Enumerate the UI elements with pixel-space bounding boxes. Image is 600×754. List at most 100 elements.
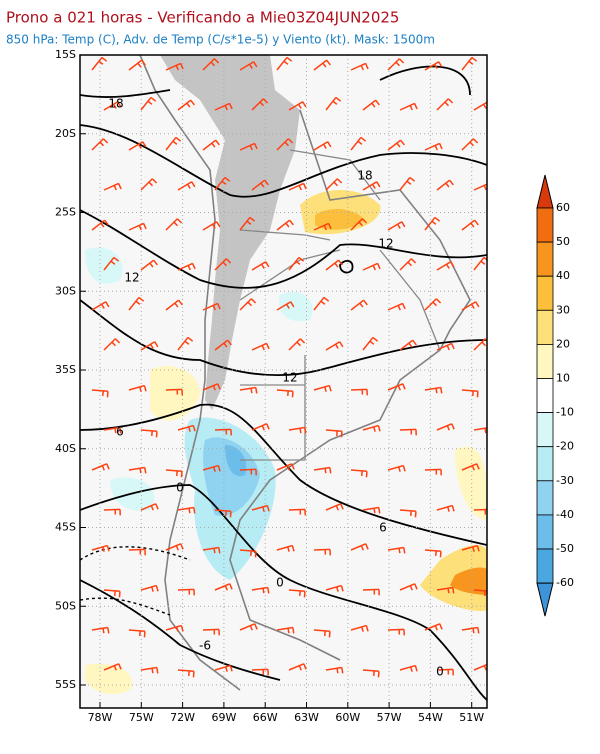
wind-barb (276, 626, 295, 634)
wind-barb (313, 59, 331, 71)
wind-barb (239, 623, 258, 631)
wind-barb (103, 589, 121, 598)
wind-barb (399, 339, 417, 351)
lat-label: 15S (55, 48, 76, 61)
wind-barb (350, 469, 368, 478)
wind-barb (350, 136, 367, 151)
lat-label: 45S (55, 521, 76, 534)
wind-barb (473, 338, 487, 351)
wind-barb (177, 588, 195, 596)
wind-barb (288, 508, 306, 516)
wind-barb (214, 509, 232, 518)
wind-barb (251, 668, 269, 676)
contour-label: 18 (357, 169, 372, 183)
wind-barb (202, 464, 221, 472)
wind-barb (288, 101, 307, 111)
wind-barb (461, 138, 479, 151)
wind-barb (91, 463, 110, 471)
wind-barb (313, 548, 331, 556)
wind-barb (362, 669, 380, 678)
map-frame (79, 54, 488, 709)
wind-barb (128, 141, 147, 151)
wind-barb (436, 179, 454, 191)
wind-barb (103, 508, 121, 516)
wind-barb (202, 302, 221, 311)
wind-barb (362, 99, 380, 111)
wind-barb (362, 506, 381, 514)
wind-barb (350, 543, 369, 551)
colorbar-label: -40 (556, 508, 574, 521)
wind-barb (276, 138, 294, 151)
wind-barb (362, 336, 379, 351)
wind-barb (313, 141, 332, 151)
colorbar-bin (536, 412, 554, 448)
wind-barb (251, 261, 270, 271)
wind-barb (239, 216, 256, 231)
wind-barb (214, 664, 233, 672)
wind-barb (165, 624, 184, 632)
contour-labels: 18 18 12 12 12 6 0 6 0 -6 0 (108, 97, 443, 679)
wind-barb (350, 624, 369, 632)
wind-barb (325, 666, 344, 674)
wind-barb (362, 262, 381, 271)
wind-barb (202, 221, 221, 231)
colorbar-label: 10 (556, 372, 570, 385)
wind-barb (140, 503, 159, 511)
wind-barb (436, 586, 455, 594)
wind-barb (313, 222, 332, 231)
wind-barb (288, 256, 305, 271)
wind-barb (325, 429, 343, 438)
wind-barb (288, 426, 307, 434)
wind-barb (387, 139, 405, 151)
colorbar-label: -10 (556, 406, 574, 419)
wind-barb (313, 296, 330, 311)
wind-barb (214, 583, 233, 591)
wind-barb (214, 339, 232, 351)
wind-barb (461, 56, 478, 71)
wind-barb (436, 261, 455, 271)
wind-barb (128, 296, 145, 311)
lat-label: 20S (55, 127, 76, 140)
wind-barb (424, 386, 443, 394)
wind-barb (399, 428, 417, 436)
wind-barb (362, 181, 381, 191)
lon-label: 54W (418, 711, 443, 724)
wind-barb (91, 301, 110, 311)
wind-barb (202, 139, 220, 151)
colorbar-label: 60 (556, 201, 570, 214)
wind-barb (313, 629, 331, 638)
contour-label: 6 (379, 521, 387, 535)
wind-barb (313, 384, 332, 392)
lon-label: 72W (170, 711, 195, 724)
wind-barb (276, 219, 294, 231)
wind-barb (399, 583, 418, 591)
wind-barb (91, 56, 108, 71)
wind-barb (350, 218, 368, 231)
wind-barb (276, 463, 295, 471)
wind-barb (177, 336, 194, 351)
lat-label: 35S (55, 363, 76, 376)
lon-label: 69W (211, 711, 236, 724)
wind-barb (473, 101, 487, 111)
wind-barb (165, 388, 183, 396)
contour-label: 12 (378, 237, 393, 251)
wind-barb (202, 546, 221, 554)
wind-barb (325, 178, 343, 191)
wind-barb (288, 182, 307, 191)
wind-barb (91, 389, 109, 398)
contour-label: 12 (282, 371, 297, 385)
colorbar-bin (536, 514, 554, 550)
wind-barb (165, 543, 184, 551)
colorbar-bin (536, 275, 554, 311)
wind-barb (387, 464, 406, 472)
wind-barb (436, 668, 454, 676)
wind-barb (387, 383, 406, 391)
wind-barb (251, 586, 270, 594)
lon-label: 63W (294, 711, 319, 724)
wind-barb (165, 299, 183, 311)
contour-label: 18 (108, 97, 123, 111)
wind-barb (214, 258, 232, 271)
colorbar-label: -30 (556, 474, 574, 487)
wind-barb (177, 424, 196, 432)
wind-barb (399, 664, 418, 672)
